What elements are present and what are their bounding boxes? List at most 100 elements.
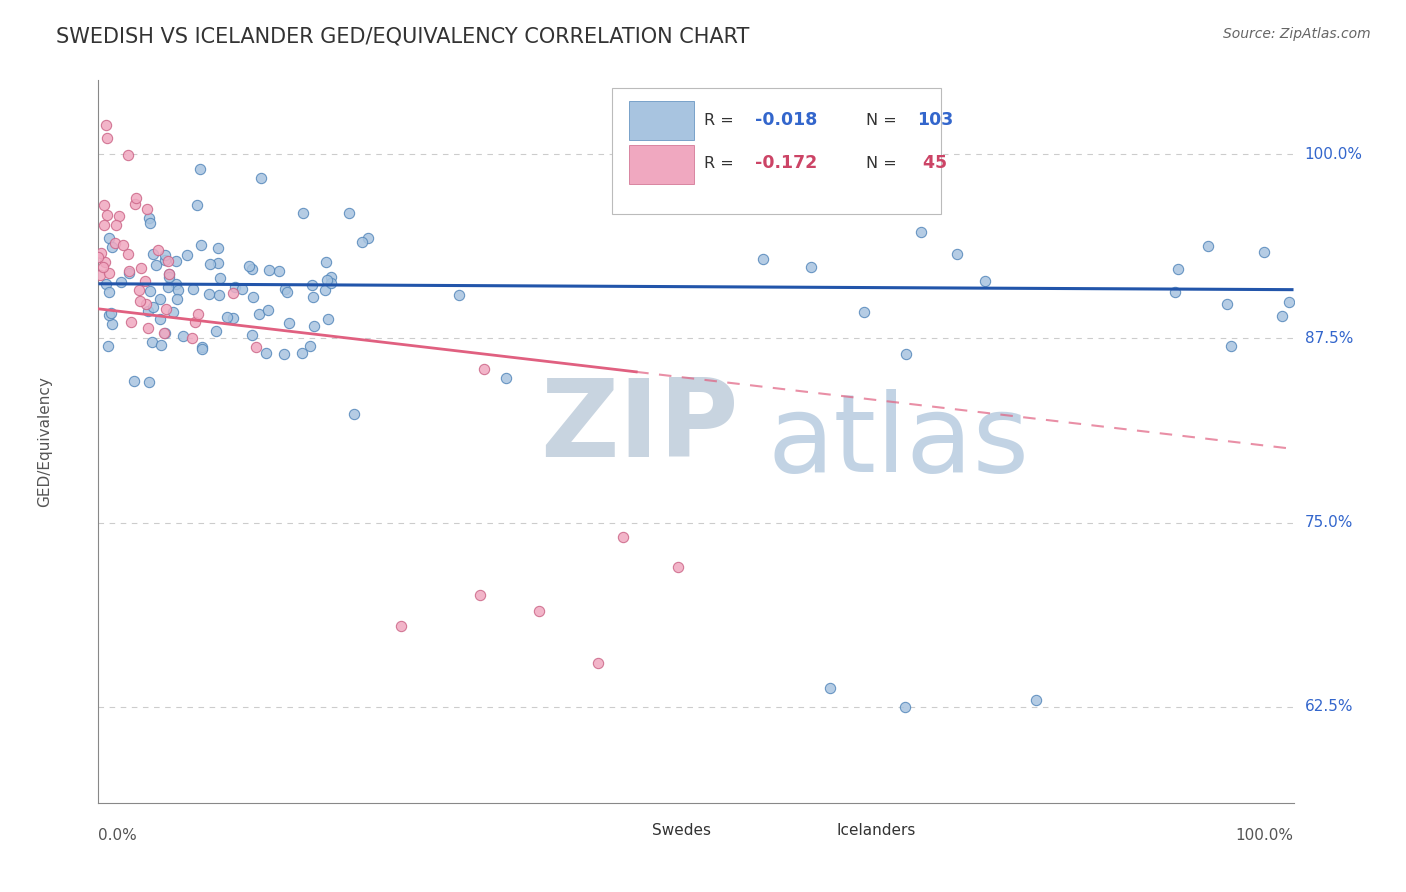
Point bbox=[250, 170, 273, 185]
Point bbox=[893, 700, 915, 714]
Point bbox=[136, 304, 159, 318]
Point bbox=[125, 191, 148, 205]
Point bbox=[1164, 285, 1187, 300]
Point bbox=[198, 257, 221, 271]
Point bbox=[142, 300, 165, 314]
Point bbox=[257, 263, 280, 277]
Point bbox=[291, 206, 314, 220]
Point bbox=[167, 283, 190, 297]
Point bbox=[98, 308, 121, 322]
Point bbox=[1216, 297, 1239, 311]
Point bbox=[1219, 339, 1241, 353]
Point bbox=[157, 270, 180, 285]
Point bbox=[350, 235, 373, 249]
Point bbox=[257, 303, 280, 318]
Point bbox=[136, 202, 159, 216]
Point bbox=[138, 284, 160, 298]
Point bbox=[153, 326, 176, 341]
Text: 75.0%: 75.0% bbox=[1305, 516, 1353, 530]
Point bbox=[800, 260, 823, 274]
Text: N =: N = bbox=[866, 156, 901, 171]
Text: 100.0%: 100.0% bbox=[1236, 828, 1294, 843]
Text: -0.018: -0.018 bbox=[755, 111, 817, 129]
Point bbox=[321, 270, 343, 285]
Point bbox=[165, 277, 187, 291]
Point bbox=[449, 288, 471, 302]
Point bbox=[208, 288, 231, 302]
Text: 62.5%: 62.5% bbox=[1305, 699, 1353, 714]
Point bbox=[666, 560, 689, 574]
Point bbox=[527, 604, 550, 618]
Point bbox=[894, 346, 917, 360]
Point bbox=[149, 338, 172, 352]
Point bbox=[273, 347, 295, 361]
Text: Swedes: Swedes bbox=[652, 822, 711, 838]
Point bbox=[129, 260, 152, 275]
Text: 87.5%: 87.5% bbox=[1305, 331, 1353, 346]
Point bbox=[853, 305, 876, 319]
Point bbox=[318, 312, 340, 326]
Point bbox=[93, 198, 115, 212]
Point bbox=[101, 239, 124, 253]
Point bbox=[231, 282, 253, 296]
Point bbox=[1025, 692, 1047, 706]
FancyBboxPatch shape bbox=[628, 101, 693, 140]
Point bbox=[207, 242, 229, 256]
Point bbox=[245, 340, 267, 354]
Point bbox=[357, 231, 380, 245]
Point bbox=[124, 374, 146, 388]
Point bbox=[94, 255, 117, 269]
Text: GED/Equivalency: GED/Equivalency bbox=[37, 376, 52, 507]
Text: 0.0%: 0.0% bbox=[98, 828, 138, 843]
Point bbox=[1197, 238, 1219, 252]
Text: R =: R = bbox=[704, 112, 740, 128]
Point bbox=[156, 254, 179, 268]
Point bbox=[157, 267, 180, 281]
Point bbox=[238, 260, 260, 274]
Point bbox=[190, 238, 212, 252]
Point bbox=[96, 208, 118, 222]
Point bbox=[224, 280, 246, 294]
Point bbox=[207, 255, 229, 269]
Point bbox=[155, 301, 177, 316]
Point bbox=[184, 315, 207, 329]
Point bbox=[149, 312, 172, 326]
Point bbox=[316, 273, 339, 287]
Point bbox=[217, 310, 239, 325]
Point bbox=[495, 371, 517, 385]
Point bbox=[105, 218, 128, 232]
Point bbox=[254, 346, 277, 360]
Point bbox=[302, 290, 325, 304]
Point bbox=[198, 287, 221, 301]
Point bbox=[187, 307, 209, 321]
Point bbox=[176, 248, 198, 262]
Text: R =: R = bbox=[704, 156, 740, 171]
FancyBboxPatch shape bbox=[776, 817, 828, 845]
Point bbox=[1167, 261, 1189, 276]
FancyBboxPatch shape bbox=[613, 87, 941, 214]
Point bbox=[153, 253, 176, 268]
Point bbox=[155, 326, 177, 340]
Text: 103: 103 bbox=[917, 111, 953, 129]
Point bbox=[156, 280, 179, 294]
Point bbox=[153, 248, 176, 262]
Point bbox=[166, 292, 188, 306]
FancyBboxPatch shape bbox=[591, 817, 644, 845]
Point bbox=[97, 231, 120, 245]
Point bbox=[146, 244, 169, 258]
Point bbox=[118, 264, 141, 278]
Point bbox=[337, 206, 360, 220]
Point bbox=[108, 209, 131, 223]
Point bbox=[242, 290, 264, 304]
Point bbox=[277, 316, 299, 330]
Point bbox=[304, 318, 326, 333]
Point bbox=[111, 238, 134, 252]
Point bbox=[128, 293, 150, 308]
Point bbox=[221, 311, 243, 326]
Point bbox=[96, 130, 118, 145]
Point bbox=[91, 260, 114, 274]
Point bbox=[389, 619, 412, 633]
Point bbox=[298, 339, 321, 353]
Point bbox=[612, 530, 634, 544]
Point bbox=[240, 262, 263, 277]
